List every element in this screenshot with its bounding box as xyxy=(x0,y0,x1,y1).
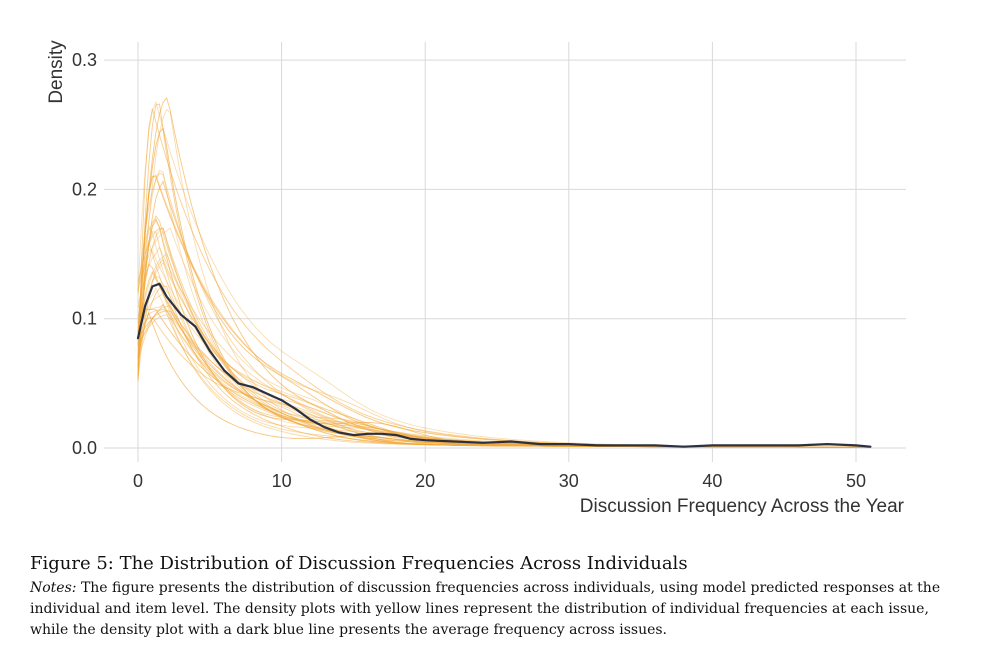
average-density-line-group xyxy=(136,282,872,448)
issue-density-line xyxy=(137,180,871,448)
x-axis-label: Discussion Frequency Across the Year xyxy=(580,496,905,517)
issue-density-line xyxy=(137,310,871,448)
issue-density-line xyxy=(137,218,871,448)
issue-density-line xyxy=(137,270,871,448)
x-tick-label: 10 xyxy=(272,471,292,491)
notes-text: The figure presents the distribution of … xyxy=(30,580,941,638)
issue-density-line xyxy=(137,263,871,448)
issue-density-lines xyxy=(137,97,871,448)
x-tick-label: 30 xyxy=(559,471,579,491)
density-chart: 0 10 20 30 40 50 0.0 0.1 0.2 0.3 Discussion Frequ… xyxy=(46,40,906,517)
issue-density-line xyxy=(137,305,871,448)
issue-density-line xyxy=(137,252,871,448)
y-tick-label: 0.1 xyxy=(72,309,97,329)
issue-density-line xyxy=(137,316,871,448)
notes-label: Notes: xyxy=(30,580,77,596)
y-tick-label: 0.0 xyxy=(72,438,97,458)
issue-density-line xyxy=(137,249,871,448)
issue-density-line xyxy=(137,215,871,448)
axis-ticks: 0 10 20 30 40 50 0.0 0.1 0.2 0.3 xyxy=(72,50,866,491)
issue-density-line xyxy=(137,293,871,448)
issue-density-line xyxy=(137,218,871,448)
y-axis-label: Density xyxy=(46,40,67,104)
grid-lines xyxy=(104,42,906,462)
average-density-line xyxy=(136,282,872,448)
x-tick-label: 20 xyxy=(415,471,435,491)
x-tick-label: 0 xyxy=(133,471,143,491)
y-tick-label: 0.2 xyxy=(72,179,97,199)
issue-density-line xyxy=(137,308,871,448)
x-tick-label: 50 xyxy=(846,471,866,491)
figure-caption: Figure 5: The Distribution of Discussion… xyxy=(30,552,950,641)
figure-notes: Notes: The figure presents the distribut… xyxy=(30,578,950,641)
figure-title: Figure 5: The Distribution of Discussion… xyxy=(30,553,688,574)
issue-density-line xyxy=(137,287,871,448)
x-tick-label: 40 xyxy=(702,471,722,491)
y-tick-label: 0.3 xyxy=(72,50,97,70)
issue-density-line xyxy=(137,285,871,448)
